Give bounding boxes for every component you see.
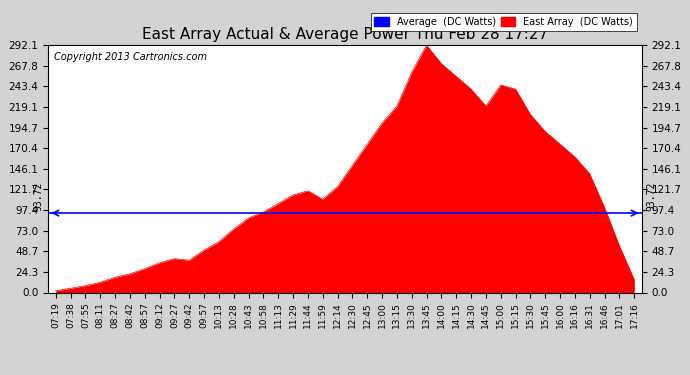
Title: East Array Actual & Average Power Thu Feb 28 17:27: East Array Actual & Average Power Thu Fe… bbox=[142, 27, 548, 42]
Text: 93.72: 93.72 bbox=[646, 182, 656, 212]
Text: Copyright 2013 Cartronics.com: Copyright 2013 Cartronics.com bbox=[55, 53, 207, 62]
Legend: Average  (DC Watts), East Array  (DC Watts): Average (DC Watts), East Array (DC Watts… bbox=[371, 13, 637, 30]
Text: 93.72: 93.72 bbox=[34, 182, 44, 212]
